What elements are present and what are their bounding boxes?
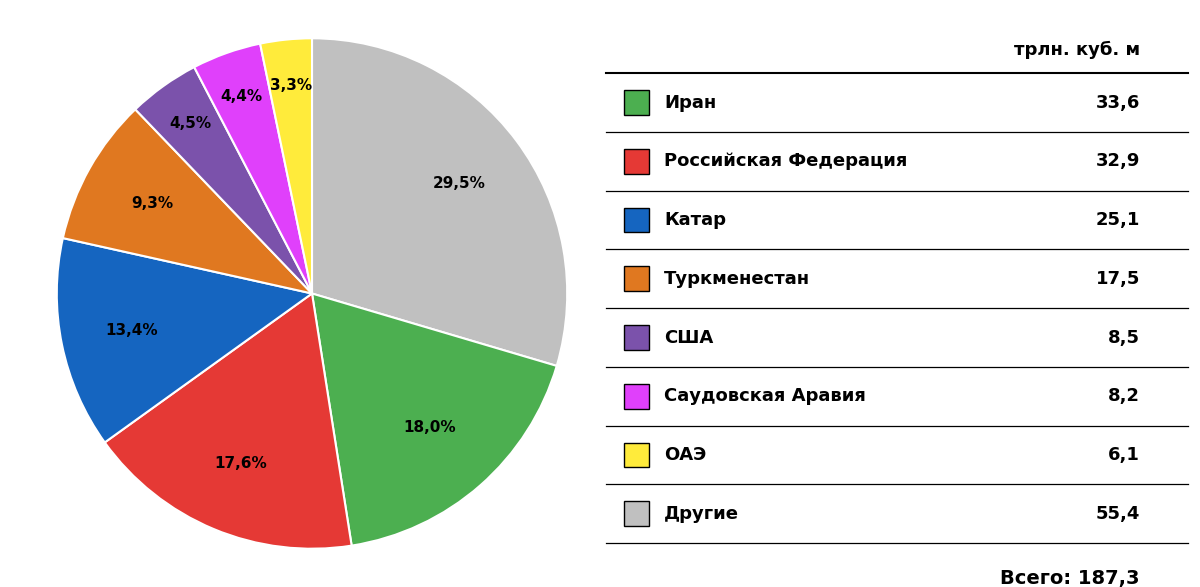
Text: Другие: Другие — [665, 505, 739, 522]
Text: 55,4: 55,4 — [1096, 505, 1140, 522]
Wedge shape — [260, 38, 312, 294]
Text: 33,6: 33,6 — [1096, 94, 1140, 112]
FancyBboxPatch shape — [624, 266, 649, 291]
Text: 17,5: 17,5 — [1096, 270, 1140, 288]
Wedge shape — [312, 294, 557, 546]
Text: Туркменестан: Туркменестан — [665, 270, 810, 288]
Text: 4,4%: 4,4% — [221, 89, 263, 104]
Text: Иран: Иран — [665, 94, 716, 112]
FancyBboxPatch shape — [624, 208, 649, 232]
Text: 8,5: 8,5 — [1108, 329, 1140, 346]
Text: Всего: 187,3: Всего: 187,3 — [1001, 569, 1140, 587]
Text: ОАЭ: ОАЭ — [665, 446, 707, 464]
Text: Катар: Катар — [665, 211, 726, 229]
Text: США: США — [665, 329, 714, 346]
Text: 18,0%: 18,0% — [403, 420, 456, 436]
Wedge shape — [104, 294, 352, 549]
FancyBboxPatch shape — [624, 501, 649, 526]
Wedge shape — [56, 238, 312, 443]
Text: 9,3%: 9,3% — [131, 196, 173, 211]
Text: Саудовская Аравия: Саудовская Аравия — [665, 387, 866, 405]
Text: 25,1: 25,1 — [1096, 211, 1140, 229]
Text: 3,3%: 3,3% — [270, 78, 312, 93]
Text: 4,5%: 4,5% — [169, 116, 211, 131]
Text: 29,5%: 29,5% — [433, 176, 486, 191]
Wedge shape — [194, 43, 312, 294]
Wedge shape — [62, 109, 312, 294]
Wedge shape — [312, 38, 568, 366]
Text: трлн. куб. м: трлн. куб. м — [1014, 41, 1140, 59]
FancyBboxPatch shape — [624, 325, 649, 350]
Wedge shape — [136, 67, 312, 294]
FancyBboxPatch shape — [624, 90, 649, 115]
Text: 8,2: 8,2 — [1108, 387, 1140, 405]
Text: 6,1: 6,1 — [1108, 446, 1140, 464]
FancyBboxPatch shape — [624, 384, 649, 409]
Text: 17,6%: 17,6% — [215, 456, 268, 471]
Text: 13,4%: 13,4% — [106, 323, 158, 338]
FancyBboxPatch shape — [624, 149, 649, 174]
Text: 32,9: 32,9 — [1096, 153, 1140, 170]
Text: Российская Федерация: Российская Федерация — [665, 153, 907, 170]
FancyBboxPatch shape — [624, 443, 649, 467]
